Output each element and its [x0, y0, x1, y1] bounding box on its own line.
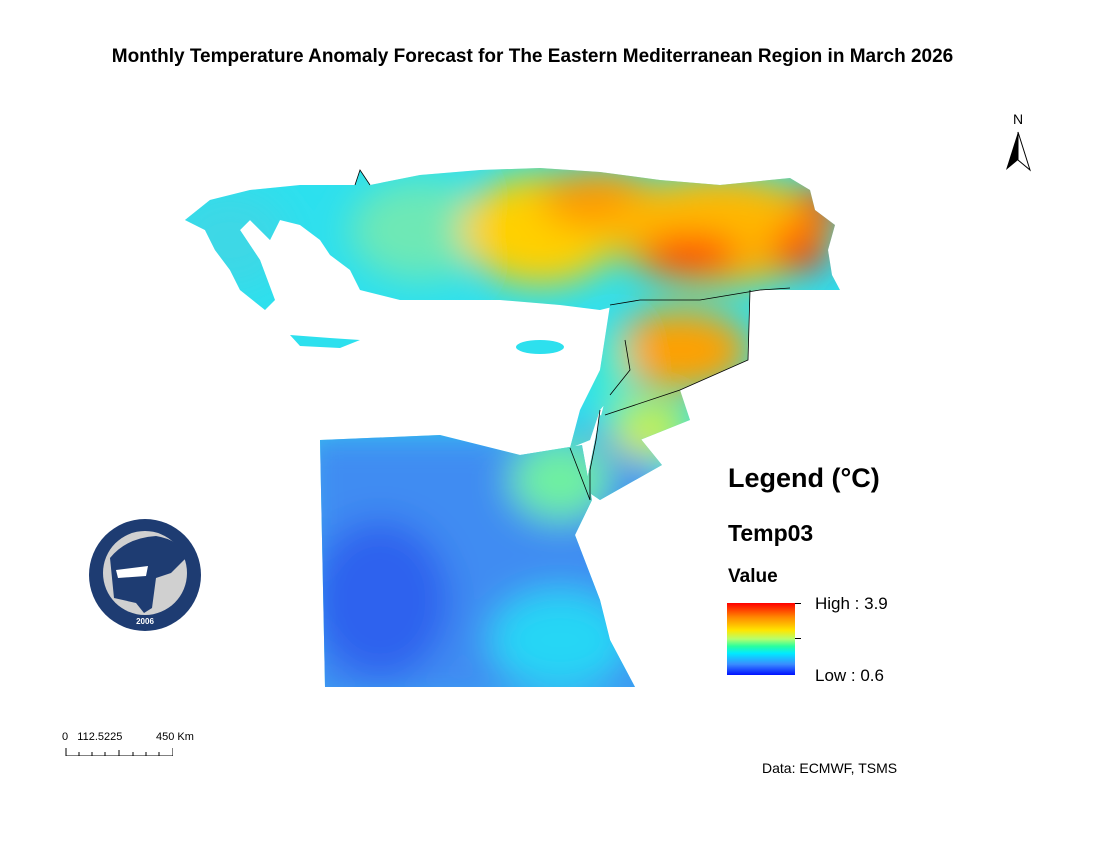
map-title: Monthly Temperature Anomaly Forecast for…: [111, 46, 954, 67]
north-arrow: N: [1006, 111, 1031, 172]
legend-field-label: Value: [728, 566, 778, 587]
emcc-logo: 2006: [89, 519, 201, 631]
legend-high-label: High : 3.9: [815, 594, 888, 613]
scale-mid: 112.5225: [77, 731, 123, 743]
legend-color-ramp: [727, 603, 795, 675]
data-source: Data: ECMWF, TSMS: [762, 760, 898, 776]
scale-end: 450: [156, 731, 175, 743]
country-borders: [354, 169, 791, 501]
legend-low-label: Low : 0.6: [815, 666, 884, 685]
legend-layer-name: Temp03: [728, 520, 814, 546]
logo-year: 2006: [136, 617, 154, 626]
scale-unit: Km: [177, 731, 194, 743]
scale-bar-labels: 0 112.5225 450 Km: [62, 731, 194, 743]
scale-zero: 0: [62, 731, 69, 743]
legend-title: Legend (°C): [728, 463, 880, 493]
legend-tick-high: [795, 603, 801, 604]
legend-tick-mid: [795, 638, 801, 639]
north-label: N: [1013, 111, 1023, 127]
scale-bar: [65, 748, 173, 756]
